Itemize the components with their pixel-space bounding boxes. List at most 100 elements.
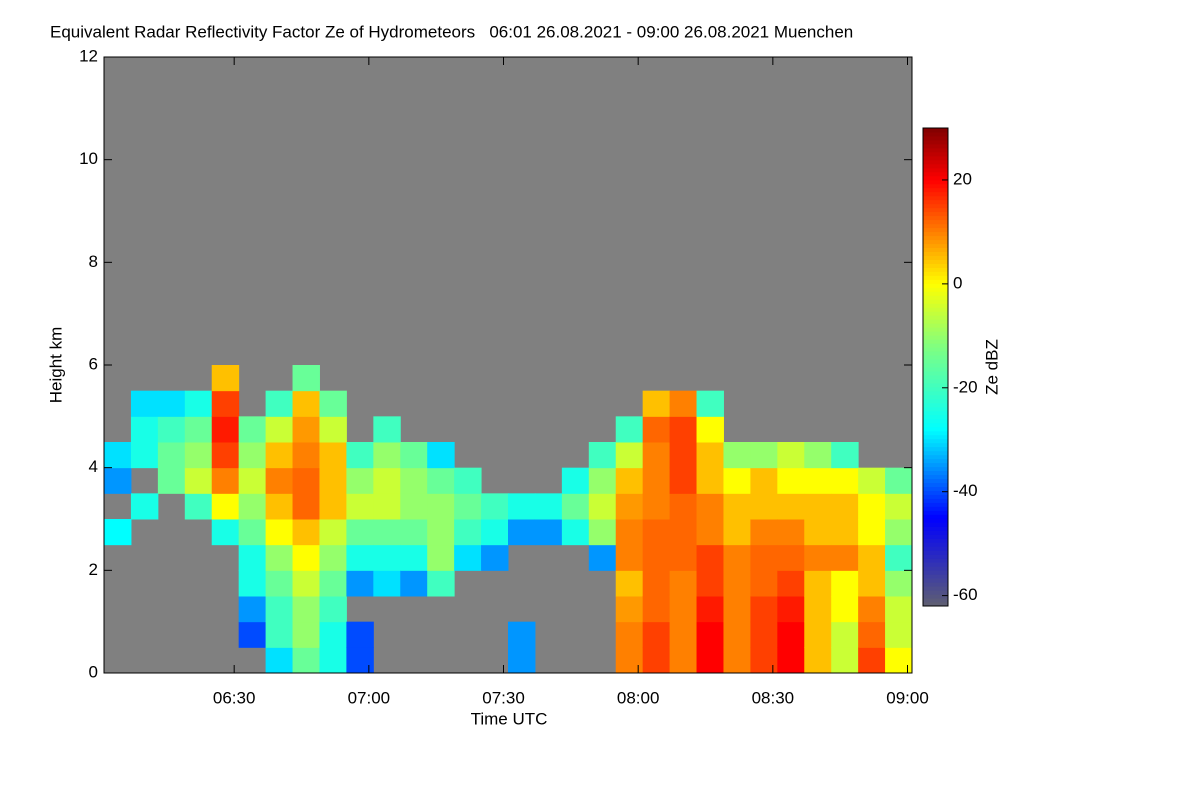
colorbar-step bbox=[923, 128, 948, 133]
colorbar-step bbox=[923, 159, 948, 165]
heatmap-cell bbox=[238, 570, 267, 597]
heatmap-cell bbox=[669, 519, 698, 546]
heatmap-cell bbox=[804, 621, 832, 648]
heatmap-cell bbox=[804, 493, 832, 520]
heatmap-cell bbox=[831, 621, 859, 648]
colorbar-step bbox=[923, 219, 948, 225]
heatmap-cell bbox=[858, 519, 886, 546]
heatmap-cell bbox=[669, 544, 698, 571]
heatmap-cell bbox=[831, 442, 859, 469]
heatmap-cell bbox=[211, 390, 240, 417]
heatmap-cell bbox=[238, 467, 267, 494]
heatmap-cell bbox=[669, 442, 698, 469]
heatmap-cell bbox=[669, 647, 698, 674]
heatmap-cell bbox=[211, 442, 240, 469]
colorbar-tick-label: -20 bbox=[953, 377, 978, 396]
colorbar-step bbox=[923, 183, 948, 189]
heatmap-cell bbox=[696, 544, 724, 571]
heatmap-cell bbox=[265, 570, 294, 597]
heatmap-cell bbox=[885, 596, 913, 623]
heatmap-cell bbox=[238, 493, 267, 520]
colorbar-step bbox=[923, 351, 948, 356]
heatmap-cell bbox=[104, 442, 132, 469]
colorbar-step bbox=[923, 546, 948, 551]
heatmap-cell bbox=[346, 647, 374, 674]
colorbar-step bbox=[923, 255, 948, 260]
heatmap-cell bbox=[346, 621, 374, 648]
heatmap-cell bbox=[400, 570, 428, 597]
colorbar-step bbox=[923, 131, 948, 137]
colorbar-step bbox=[923, 370, 948, 376]
heatmap-cell bbox=[265, 442, 294, 469]
heatmap-cell bbox=[723, 621, 751, 648]
heatmap-cell bbox=[292, 365, 320, 392]
heatmap-cell bbox=[481, 493, 509, 520]
heatmap-cell bbox=[561, 493, 590, 520]
heatmap-cell bbox=[615, 544, 644, 571]
colorbar-step bbox=[923, 530, 948, 535]
heatmap-cell bbox=[642, 621, 671, 648]
colorbar-step bbox=[923, 458, 948, 464]
colorbar-step bbox=[923, 295, 948, 300]
heatmap-cell bbox=[319, 442, 347, 469]
heatmap-cell bbox=[750, 570, 778, 597]
heatmap-cell bbox=[615, 467, 644, 494]
colorbar-step bbox=[923, 259, 948, 264]
colorbar-step bbox=[923, 275, 948, 280]
y-tick-label: 0 bbox=[89, 662, 98, 681]
heatmap-cell bbox=[265, 390, 294, 417]
heatmap-cell bbox=[831, 519, 859, 546]
heatmap-cell bbox=[642, 442, 671, 469]
heatmap-cell bbox=[130, 390, 159, 417]
heatmap-cell bbox=[777, 519, 805, 546]
heatmap-cell bbox=[804, 519, 832, 546]
colorbar-step bbox=[923, 454, 948, 460]
heatmap-cell bbox=[642, 416, 671, 443]
colorbar-step bbox=[923, 347, 948, 352]
colorbar-step bbox=[923, 514, 948, 519]
colorbar-step bbox=[923, 279, 948, 284]
heatmap-cell bbox=[238, 519, 267, 546]
x-tick-label: 08:30 bbox=[752, 688, 795, 707]
heatmap-cell bbox=[346, 467, 374, 494]
heatmap-cell bbox=[858, 596, 886, 623]
heatmap-cell bbox=[885, 519, 913, 546]
heatmap-cell bbox=[400, 544, 428, 571]
heatmap-cell bbox=[184, 390, 213, 417]
heatmap-cell bbox=[723, 442, 751, 469]
heatmap-cell bbox=[750, 442, 778, 469]
heatmap-cell bbox=[292, 621, 320, 648]
heatmap-cell bbox=[319, 647, 347, 674]
heatmap-cell bbox=[238, 544, 267, 571]
colorbar-step bbox=[923, 363, 948, 368]
colorbar-label: Ze dBZ bbox=[982, 339, 1001, 395]
heatmap-cell bbox=[427, 519, 455, 546]
heatmap-cell bbox=[669, 390, 698, 417]
heatmap-cell bbox=[669, 570, 698, 597]
heatmap-cell bbox=[292, 442, 320, 469]
heatmap-cell bbox=[265, 519, 294, 546]
colorbar-step bbox=[923, 303, 948, 308]
heatmap-cell bbox=[346, 442, 374, 469]
heatmap-cell bbox=[157, 390, 186, 417]
colorbar-step bbox=[923, 518, 948, 523]
heatmap-cell bbox=[750, 493, 778, 520]
heatmap-cell bbox=[723, 493, 751, 520]
colorbar-step bbox=[923, 307, 948, 312]
heatmap-cell bbox=[885, 621, 913, 648]
heatmap-cell bbox=[238, 596, 267, 623]
heatmap-cell bbox=[265, 647, 294, 674]
heatmap-cell bbox=[696, 442, 724, 469]
colorbar-step bbox=[923, 223, 948, 229]
heatmap-cell bbox=[265, 544, 294, 571]
heatmap-cell bbox=[642, 390, 671, 417]
heatmap-cell bbox=[373, 544, 401, 571]
colorbar-step bbox=[923, 343, 948, 348]
heatmap-cell bbox=[373, 467, 401, 494]
heatmap-cell bbox=[184, 493, 213, 520]
heatmap-cell bbox=[319, 467, 347, 494]
heatmap-cell bbox=[831, 647, 859, 674]
colorbar-step bbox=[923, 267, 948, 272]
colorbar-step bbox=[923, 418, 948, 424]
colorbar-step bbox=[923, 578, 948, 583]
